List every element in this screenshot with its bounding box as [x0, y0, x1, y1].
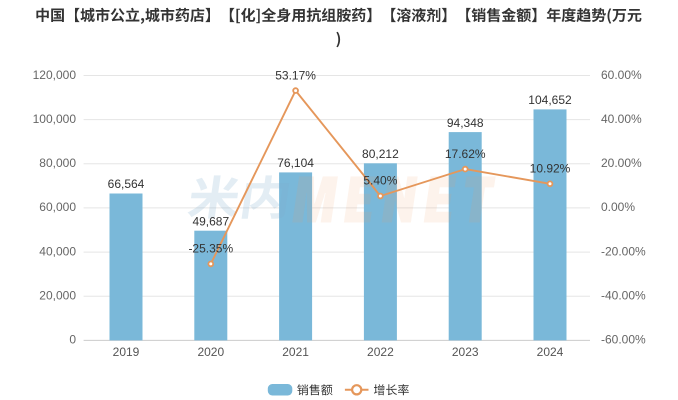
svg-text:104,652: 104,652 — [528, 93, 572, 107]
svg-text:66,564: 66,564 — [108, 177, 145, 191]
svg-text:20,000: 20,000 — [39, 289, 76, 303]
svg-text:80,000: 80,000 — [39, 156, 76, 170]
svg-text:-25.35%: -25.35% — [188, 242, 233, 256]
svg-text:94,348: 94,348 — [447, 116, 484, 130]
svg-text:-40.00%: -40.00% — [601, 289, 646, 303]
svg-text:2020: 2020 — [197, 345, 224, 359]
svg-text:2019: 2019 — [113, 345, 140, 359]
svg-text:120,000: 120,000 — [33, 68, 77, 82]
svg-text:5.40%: 5.40% — [363, 174, 397, 188]
svg-text:-20.00%: -20.00% — [601, 244, 646, 258]
svg-text:20.00%: 20.00% — [601, 156, 642, 170]
svg-text:2024: 2024 — [537, 345, 564, 359]
svg-text:53.17%: 53.17% — [275, 68, 316, 82]
svg-text:17.62%: 17.62% — [445, 147, 486, 161]
svg-text:40,000: 40,000 — [39, 244, 76, 258]
svg-text:49,687: 49,687 — [192, 214, 229, 228]
svg-text:0: 0 — [69, 333, 76, 347]
svg-text:100,000: 100,000 — [33, 112, 77, 126]
svg-text:-60.00%: -60.00% — [601, 333, 646, 347]
svg-text:60.00%: 60.00% — [601, 68, 642, 82]
svg-text:60,000: 60,000 — [39, 200, 76, 214]
svg-text:2022: 2022 — [367, 345, 394, 359]
svg-text:80,212: 80,212 — [362, 147, 399, 161]
svg-text:10.92%: 10.92% — [530, 162, 571, 176]
svg-text:0.00%: 0.00% — [601, 200, 635, 214]
svg-text:2021: 2021 — [282, 345, 309, 359]
svg-text:2023: 2023 — [452, 345, 479, 359]
svg-text:40.00%: 40.00% — [601, 112, 642, 126]
svg-text:76,104: 76,104 — [277, 156, 314, 170]
